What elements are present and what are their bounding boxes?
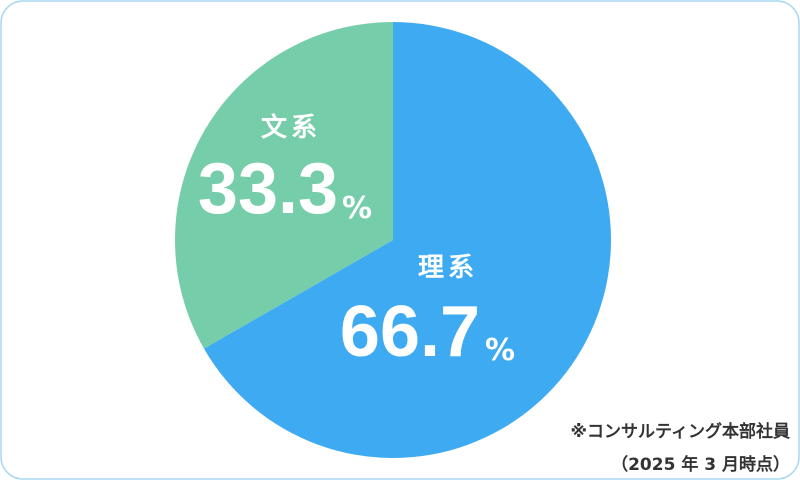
unit-label: % (342, 191, 372, 226)
slice-label: 理系 (418, 253, 478, 283)
annotation: ※コンサルティング本部社員 (570, 421, 790, 442)
slice (175, 22, 393, 349)
slice (203, 22, 612, 458)
pie (175, 22, 612, 458)
annotation: （2025 年 3 月時点） (611, 454, 790, 475)
value-label: 66.7 (340, 292, 480, 372)
value-label: 33.3 (198, 149, 338, 229)
slice-label: 文系 (261, 112, 321, 143)
unit-label: % (485, 333, 515, 368)
